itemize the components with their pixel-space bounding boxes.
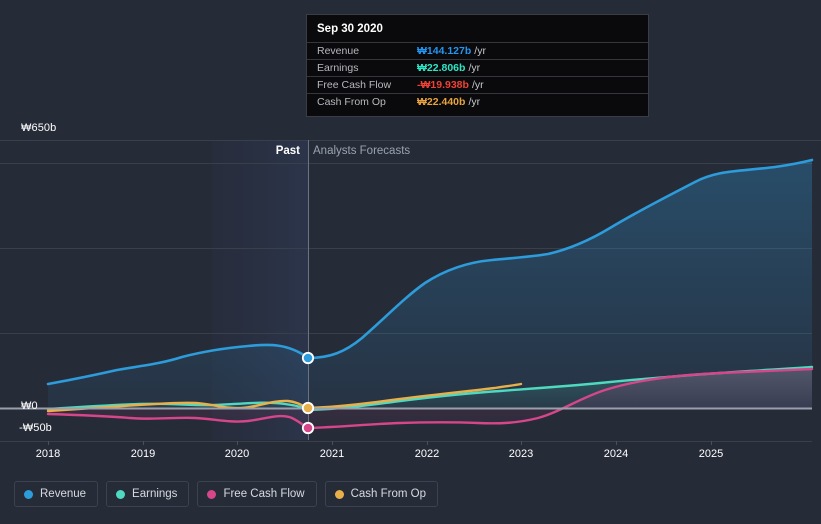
legend-dot-free-cash-flow-icon: [207, 489, 217, 499]
chart-legend: Revenue Earnings Free Cash Flow Cash Fro…: [14, 481, 439, 507]
x-axis-tick-2025: 2025: [698, 448, 724, 460]
marker-revenue: [301, 351, 315, 365]
y-axis-label-zero: ₩0: [21, 400, 38, 412]
analysts-forecasts-label: Analysts Forecasts: [313, 145, 411, 157]
marker-free-cash-flow: [301, 421, 315, 435]
tooltip-value-free-cash-flow: -₩19.938b: [417, 79, 469, 91]
legend-label-revenue: Revenue: [40, 488, 87, 500]
x-axis: 2018 2019 2020 2021 2022 2023 2024 2025: [0, 440, 821, 470]
past-forecast-band: Past Analysts Forecasts: [0, 145, 821, 163]
tooltip-row-cash-from-op: Cash From Op ₩22.440b /yr: [307, 93, 648, 110]
free-cash-flow-area: [48, 369, 812, 428]
revenue-area: [48, 160, 812, 408]
tooltip-unit-free-cash-flow: /yr: [471, 79, 484, 91]
tooltip-unit-revenue: /yr: [474, 45, 486, 57]
tooltip-date: Sep 30 2020: [317, 23, 383, 35]
highlight-markers: [301, 351, 315, 435]
x-axis-tick-2019: 2019: [130, 448, 156, 460]
legend-label-cash-from-op: Cash From Op: [350, 488, 427, 500]
x-axis-tick-2021: 2021: [319, 448, 345, 460]
legend-dot-earnings-icon: [116, 489, 126, 499]
tooltip-value-revenue: ₩144.127b: [417, 45, 472, 57]
legend-item-cash-from-op[interactable]: Cash From Op: [324, 481, 439, 507]
marker-cash-from-op: [301, 401, 315, 415]
tooltip-label-revenue: Revenue: [317, 45, 360, 57]
cash-from-op-line: [46, 382, 523, 413]
legend-item-revenue[interactable]: Revenue: [14, 481, 99, 507]
legend-label-earnings: Earnings: [132, 488, 178, 500]
y-axis-label-top: ₩650b: [21, 122, 57, 134]
tooltip-row-revenue: Revenue ₩144.127b /yr: [307, 42, 648, 59]
x-axis-tick-2020: 2020: [224, 448, 250, 460]
x-axis-tick-2022: 2022: [414, 448, 440, 460]
x-axis-tick-2024: 2024: [603, 448, 629, 460]
chart-plot-area[interactable]: ₩650b ₩0 -₩50b Past Analysts Forecasts: [0, 0, 821, 440]
y-axis-label-negative: -₩50b: [19, 422, 52, 434]
x-axis-ticks: [0, 441, 812, 445]
chart-canvas: [0, 140, 821, 440]
tooltip-unit-earnings: /yr: [468, 62, 481, 74]
tooltip-row-free-cash-flow: Free Cash Flow -₩19.938b /yr: [307, 76, 648, 93]
tooltip-unit-cash-from-op: /yr: [468, 96, 481, 108]
tooltip-row-earnings: Earnings ₩22.806b /yr: [307, 59, 648, 76]
legend-item-earnings[interactable]: Earnings: [106, 481, 190, 507]
data-point-tooltip: Sep 30 2020 Revenue ₩144.127b /yr Earnin…: [306, 14, 649, 117]
legend-dot-cash-from-op-icon: [334, 489, 344, 499]
past-label: Past: [275, 145, 300, 157]
free-cash-flow-line: [46, 367, 814, 430]
legend-dot-revenue-icon: [24, 489, 33, 499]
tooltip-label-free-cash-flow: Free Cash Flow: [317, 79, 392, 91]
x-axis-tick-2018: 2018: [35, 448, 61, 460]
tooltip-label-cash-from-op: Cash From Op: [317, 96, 386, 108]
tooltip-value-earnings: ₩22.806b: [417, 62, 466, 74]
x-axis-tick-2023: 2023: [508, 448, 534, 460]
tooltip-value-cash-from-op: ₩22.440b: [417, 96, 466, 108]
tooltip-label-earnings: Earnings: [317, 62, 359, 74]
legend-item-free-cash-flow[interactable]: Free Cash Flow: [197, 481, 317, 507]
revenue-line: [46, 158, 814, 386]
legend-label-free-cash-flow: Free Cash Flow: [223, 488, 305, 500]
